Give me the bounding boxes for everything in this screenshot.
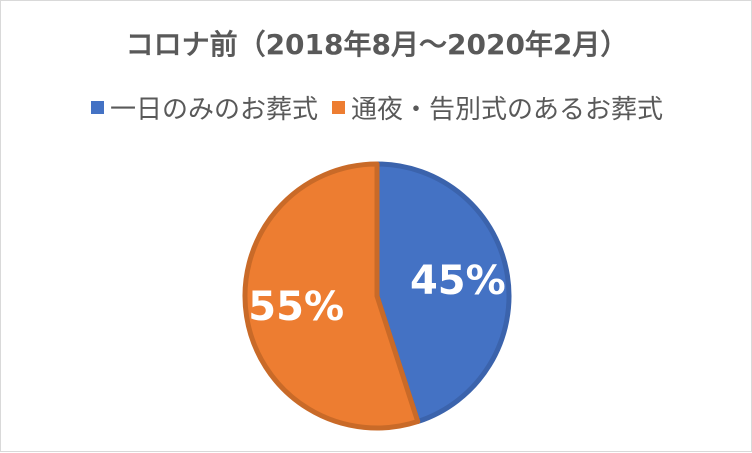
- legend-item-one-day: 一日のみのお葬式: [90, 89, 318, 126]
- pie-slice-one-day: [374, 161, 512, 425]
- legend-item-wake-funeral: 通夜・告別式のあるお葬式: [332, 89, 663, 126]
- legend: 一日のみのお葬式 通夜・告別式のあるお葬式: [1, 89, 752, 126]
- legend-swatch-one-day: [90, 101, 104, 114]
- data-label-one-day: 45%: [410, 258, 506, 304]
- legend-label-wake-funeral: 通夜・告別式のあるお葬式: [351, 95, 664, 125]
- data-label-wake-funeral: 55%: [248, 284, 344, 330]
- legend-swatch-wake-funeral: [332, 101, 345, 114]
- pie-slice-wake-funeral: [242, 161, 421, 431]
- legend-label-one-day: 一日のみのお葬式: [109, 95, 318, 125]
- chart-title: コロナ前（2018年8月～2020年2月）: [125, 28, 629, 61]
